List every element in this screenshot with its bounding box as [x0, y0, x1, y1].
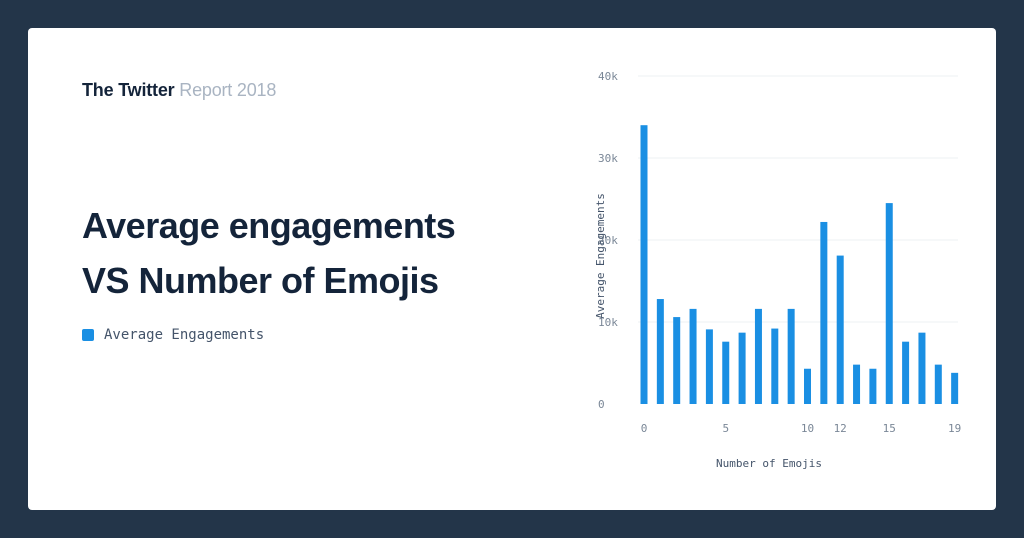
bar-emoji-2	[673, 317, 681, 404]
bar-emoji-6	[738, 332, 746, 404]
legend-swatch	[82, 329, 94, 341]
chart-legend: Average Engagements	[82, 327, 264, 343]
y-tick-label: 10k	[598, 316, 618, 329]
y-tick-label: 40k	[598, 70, 618, 83]
bar-emoji-3	[689, 308, 697, 404]
bar-emoji-17	[918, 332, 926, 404]
headline-line-2: VS Number of Emojis	[82, 260, 439, 301]
x-tick-label: 10	[801, 422, 814, 435]
y-axis-label: Average Engagements	[594, 193, 607, 319]
x-tick-label: 12	[834, 422, 847, 435]
x-axis-label: Number of Emojis	[716, 457, 822, 470]
bar-emoji-11	[820, 221, 828, 404]
headline-line-1: Average engagements	[82, 205, 456, 246]
bar-emoji-8	[771, 328, 779, 404]
x-tick-label: 15	[883, 422, 896, 435]
bar-emoji-15	[885, 203, 893, 404]
brand-report-year: Report 2018	[179, 80, 277, 100]
bar-emoji-16	[902, 341, 910, 404]
x-tick-label: 19	[948, 422, 961, 435]
legend-label: Average Engagements	[104, 327, 265, 343]
chart-headline: Average engagements VS Number of Emojis	[82, 198, 456, 308]
bar-emoji-10	[804, 368, 811, 404]
bar-emoji-18	[934, 364, 942, 404]
brand-name: The Twitter	[82, 80, 175, 100]
bar-emoji-4	[705, 329, 713, 404]
bar-emoji-13	[853, 364, 861, 404]
bar-emoji-7	[754, 308, 762, 404]
bar-emoji-12	[836, 255, 844, 404]
bar-emoji-9	[787, 308, 795, 404]
bar-emoji-14	[869, 368, 877, 404]
report-card: The Twitter Report 2018 Average engageme…	[28, 28, 996, 510]
bar-emoji-19	[951, 372, 959, 404]
bar-emoji-5	[722, 341, 730, 404]
y-tick-label: 0	[598, 398, 605, 411]
y-tick-label: 20k	[598, 234, 618, 247]
x-tick-label: 0	[641, 422, 648, 435]
y-tick-label: 30k	[598, 152, 618, 165]
bar-emoji-0	[640, 125, 648, 404]
brand-title: The Twitter Report 2018	[82, 80, 276, 101]
bar-chart: 0 10k 20k 30k 40k 0 5 10 12 15 19 Number of Emojis A…	[594, 70, 961, 470]
x-tick-label: 5	[722, 422, 729, 435]
bar-emoji-1	[656, 299, 664, 404]
